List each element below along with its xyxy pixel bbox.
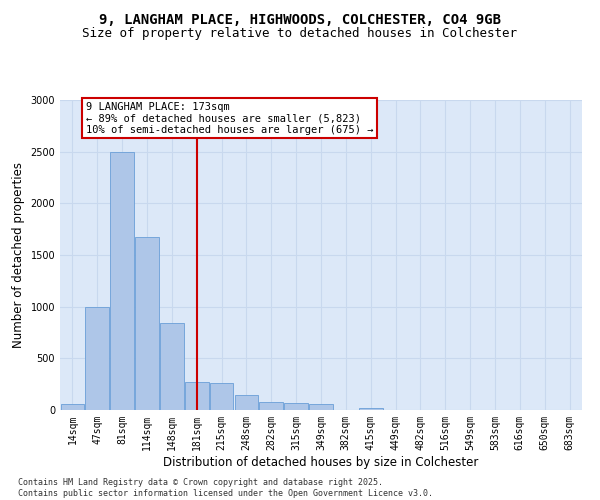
Bar bbox=[160, 323, 184, 410]
Bar bbox=[110, 152, 134, 410]
Bar bbox=[210, 383, 233, 410]
Bar bbox=[135, 238, 159, 410]
X-axis label: Distribution of detached houses by size in Colchester: Distribution of detached houses by size … bbox=[163, 456, 479, 468]
Bar bbox=[259, 402, 283, 410]
Text: Size of property relative to detached houses in Colchester: Size of property relative to detached ho… bbox=[83, 28, 517, 40]
Bar bbox=[185, 382, 209, 410]
Text: Contains HM Land Registry data © Crown copyright and database right 2025.
Contai: Contains HM Land Registry data © Crown c… bbox=[18, 478, 433, 498]
Text: 9 LANGHAM PLACE: 173sqm
← 89% of detached houses are smaller (5,823)
10% of semi: 9 LANGHAM PLACE: 173sqm ← 89% of detache… bbox=[86, 102, 374, 134]
Bar bbox=[309, 404, 333, 410]
Bar bbox=[235, 394, 258, 410]
Bar bbox=[359, 408, 383, 410]
Bar bbox=[61, 404, 84, 410]
Y-axis label: Number of detached properties: Number of detached properties bbox=[12, 162, 25, 348]
Bar bbox=[85, 306, 109, 410]
Bar bbox=[284, 404, 308, 410]
Text: 9, LANGHAM PLACE, HIGHWOODS, COLCHESTER, CO4 9GB: 9, LANGHAM PLACE, HIGHWOODS, COLCHESTER,… bbox=[99, 12, 501, 26]
